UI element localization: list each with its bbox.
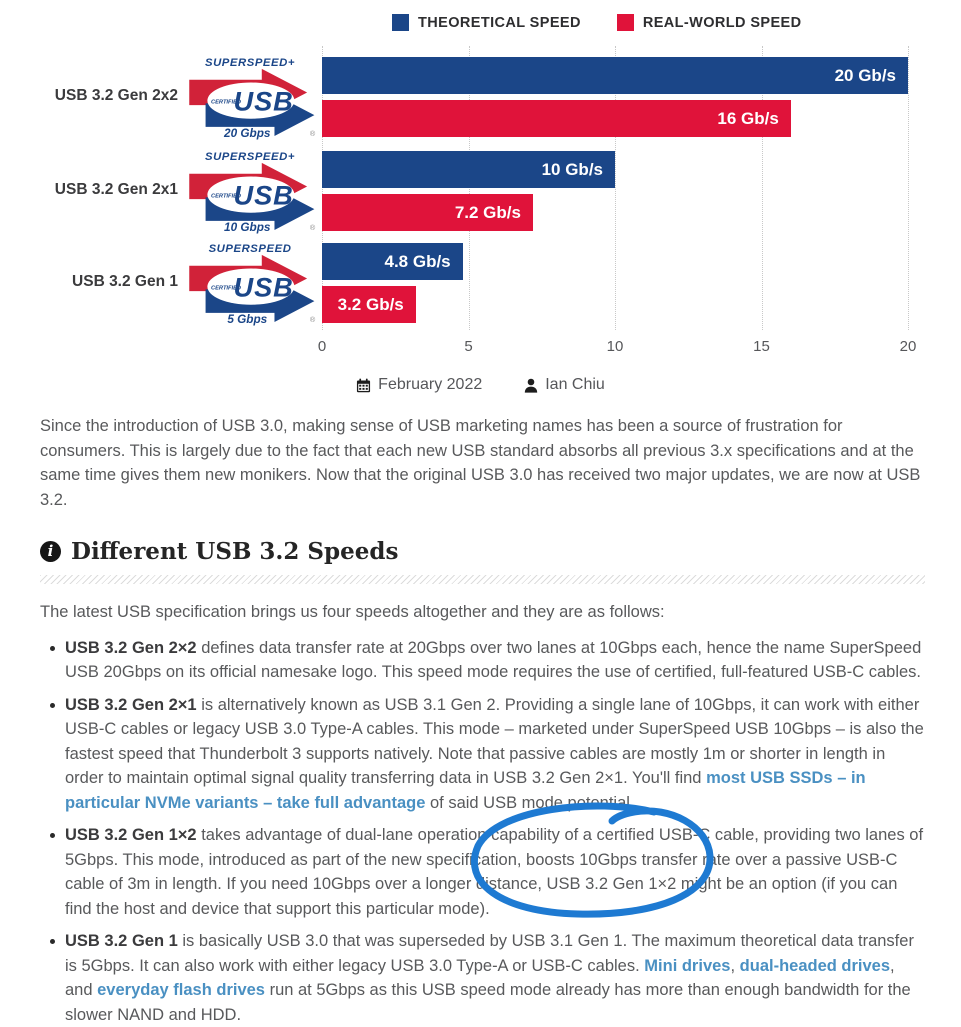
- post-meta: February 2022 Ian Chiu: [0, 376, 961, 394]
- x-axis-tick-label: 20: [900, 338, 917, 355]
- svg-text:®: ®: [310, 223, 316, 232]
- post-date: February 2022: [356, 376, 482, 394]
- bar-realworld-speed: 16 Gb/s: [322, 100, 791, 137]
- chart-category-label: USB 3.2 Gen 1: [0, 273, 178, 291]
- svg-text:10 Gbps: 10 Gbps: [224, 221, 271, 234]
- post-author: Ian Chiu: [524, 376, 605, 394]
- section-heading: i Different USB 3.2 Speeds: [40, 538, 925, 565]
- svg-text:USB: USB: [234, 86, 294, 117]
- bar-theoretical-speed: 20 Gb/s: [322, 57, 908, 94]
- x-axis-tick-label: 0: [318, 338, 326, 355]
- speed-bullet-item: USB 3.2 Gen 2×1 is alternatively known a…: [50, 693, 925, 816]
- chart-gridline: [908, 46, 909, 330]
- calendar-icon: [356, 378, 371, 393]
- bullet-text: ,: [730, 957, 739, 975]
- svg-text:USB: USB: [234, 180, 294, 211]
- chart-category-label: USB 3.2 Gen 2x2: [0, 87, 178, 105]
- svg-text:®: ®: [310, 315, 316, 324]
- lead-paragraph: The latest USB specification brings us f…: [40, 600, 925, 625]
- svg-text:SUPERSPEED: SUPERSPEED: [209, 243, 292, 255]
- svg-text:®: ®: [310, 129, 316, 138]
- bar-theoretical-speed: 10 Gb/s: [322, 151, 615, 188]
- bullet-bold-lead: USB 3.2 Gen 1: [65, 932, 178, 950]
- speed-bullet-item: USB 3.2 Gen 1×2 takes advantage of dual-…: [50, 823, 925, 921]
- chart-category-label: USB 3.2 Gen 2x1: [0, 181, 178, 199]
- bullet-bold-lead: USB 3.2 Gen 2×2: [65, 639, 197, 657]
- svg-text:USB: USB: [234, 272, 294, 303]
- x-axis-tick-label: 10: [607, 338, 624, 355]
- inline-text-link[interactable]: dual-headed drives: [740, 957, 890, 975]
- chart-groups: USB 3.2 Gen 2x2 SUPERSPEED+ CERTIFIED US…: [0, 0, 961, 360]
- section-heading-label: Different USB 3.2 Speeds: [71, 538, 398, 565]
- inline-text-link[interactable]: everyday flash drives: [97, 981, 265, 999]
- svg-text:SUPERSPEED+: SUPERSPEED+: [205, 151, 295, 163]
- info-icon: i: [40, 541, 61, 562]
- speed-bullet-list: USB 3.2 Gen 2×2 defines data transfer ra…: [40, 636, 925, 1027]
- intro-paragraph: Since the introduction of USB 3.0, makin…: [40, 414, 925, 512]
- speed-bullet-item: USB 3.2 Gen 1 is basically USB 3.0 that …: [50, 929, 925, 1027]
- svg-text:20 Gbps: 20 Gbps: [223, 127, 271, 140]
- bullet-text: of said USB mode potential.: [425, 794, 634, 812]
- bullet-bold-lead: USB 3.2 Gen 1×2: [65, 826, 197, 844]
- usb-certified-logo-icon: SUPERSPEED+ CERTIFIED USB 10 Gbps ®: [182, 147, 318, 235]
- bar-realworld-speed: 3.2 Gb/s: [322, 286, 416, 323]
- striped-divider: [40, 575, 925, 584]
- usb-certified-logo-icon: SUPERSPEED+ CERTIFIED USB 20 Gbps ®: [182, 53, 318, 141]
- speed-bullet-item: USB 3.2 Gen 2×2 defines data transfer ra…: [50, 636, 925, 685]
- svg-text:SUPERSPEED+: SUPERSPEED+: [205, 57, 295, 69]
- bar-theoretical-speed: 4.8 Gb/s: [322, 243, 463, 280]
- inline-text-link[interactable]: Mini drives: [644, 957, 730, 975]
- bullet-bold-lead: USB 3.2 Gen 2×1: [65, 696, 197, 714]
- x-axis-tick-label: 15: [753, 338, 770, 355]
- usb-speed-chart: THEORETICAL SPEED REAL-WORLD SPEED USB 3…: [0, 0, 961, 360]
- bar-realworld-speed: 7.2 Gb/s: [322, 194, 533, 231]
- post-date-label: February 2022: [378, 376, 482, 394]
- svg-text:5 Gbps: 5 Gbps: [227, 313, 267, 326]
- author-icon: [524, 378, 538, 393]
- usb-certified-logo-icon: SUPERSPEED CERTIFIED USB 5 Gbps ®: [182, 239, 318, 327]
- post-author-label: Ian Chiu: [545, 376, 605, 394]
- x-axis-tick-label: 5: [464, 338, 472, 355]
